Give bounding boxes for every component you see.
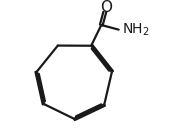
Text: O: O [100, 0, 112, 15]
Text: NH$_2$: NH$_2$ [122, 21, 150, 38]
